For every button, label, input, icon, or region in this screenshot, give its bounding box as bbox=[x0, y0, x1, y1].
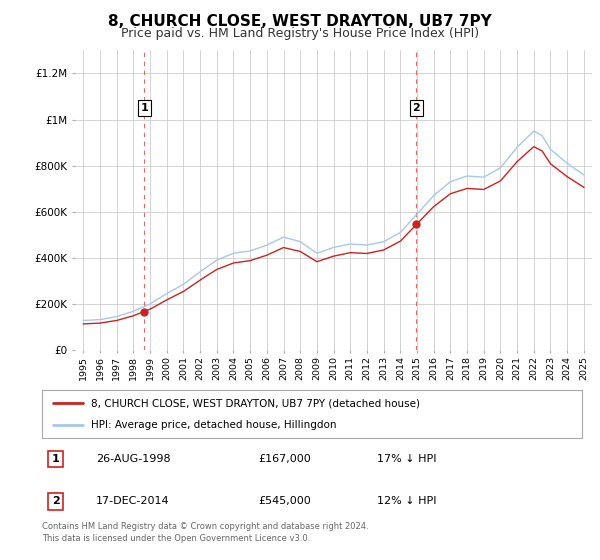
Text: 2: 2 bbox=[52, 496, 59, 506]
Text: 8, CHURCH CLOSE, WEST DRAYTON, UB7 7PY: 8, CHURCH CLOSE, WEST DRAYTON, UB7 7PY bbox=[108, 14, 492, 29]
Text: Contains HM Land Registry data © Crown copyright and database right 2024.
This d: Contains HM Land Registry data © Crown c… bbox=[42, 522, 368, 543]
Text: 17% ↓ HPI: 17% ↓ HPI bbox=[377, 454, 436, 464]
Text: 17-DEC-2014: 17-DEC-2014 bbox=[96, 496, 170, 506]
Text: £167,000: £167,000 bbox=[258, 454, 311, 464]
Text: 26-AUG-1998: 26-AUG-1998 bbox=[96, 454, 170, 464]
Text: 1: 1 bbox=[140, 103, 148, 113]
Text: 1: 1 bbox=[52, 454, 59, 464]
Text: 2: 2 bbox=[412, 103, 420, 113]
Text: HPI: Average price, detached house, Hillingdon: HPI: Average price, detached house, Hill… bbox=[91, 420, 336, 430]
Text: 12% ↓ HPI: 12% ↓ HPI bbox=[377, 496, 436, 506]
Text: 8, CHURCH CLOSE, WEST DRAYTON, UB7 7PY (detached house): 8, CHURCH CLOSE, WEST DRAYTON, UB7 7PY (… bbox=[91, 398, 419, 408]
Text: Price paid vs. HM Land Registry's House Price Index (HPI): Price paid vs. HM Land Registry's House … bbox=[121, 27, 479, 40]
Text: £545,000: £545,000 bbox=[258, 496, 311, 506]
